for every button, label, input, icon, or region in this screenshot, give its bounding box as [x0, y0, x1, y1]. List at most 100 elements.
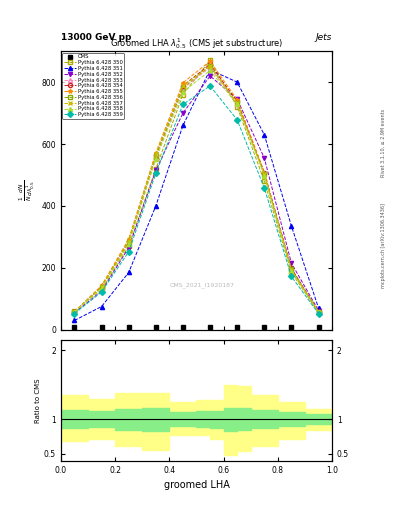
Pythia 6.428 358 — [262, 173, 266, 179]
Pythia 6.428 357 — [316, 309, 321, 315]
Pythia 6.428 358 — [181, 89, 185, 95]
Pythia 6.428 354 — [126, 238, 131, 244]
Pythia 6.428 350 — [181, 92, 185, 98]
Pythia 6.428 356 — [316, 309, 321, 315]
Pythia 6.428 352 — [208, 73, 212, 79]
Pythia 6.428 355 — [153, 150, 158, 156]
Pythia 6.428 351 — [316, 305, 321, 311]
Pythia 6.428 353 — [153, 155, 158, 161]
Pythia 6.428 357 — [208, 63, 212, 69]
Line: Pythia 6.428 354: Pythia 6.428 354 — [72, 62, 321, 314]
Pythia 6.428 358 — [289, 268, 294, 274]
Pythia 6.428 358 — [99, 286, 104, 292]
Pythia 6.428 354 — [153, 152, 158, 158]
Line: Pythia 6.428 353: Pythia 6.428 353 — [72, 65, 321, 314]
Pythia 6.428 359 — [262, 185, 266, 191]
Pythia 6.428 355 — [72, 309, 77, 315]
Pythia 6.428 352 — [316, 308, 321, 314]
Pythia 6.428 353 — [99, 284, 104, 290]
Pythia 6.428 356 — [235, 100, 239, 106]
Pythia 6.428 356 — [72, 309, 77, 315]
Pythia 6.428 357 — [181, 83, 185, 89]
Pythia 6.428 351 — [126, 269, 131, 275]
Pythia 6.428 356 — [153, 153, 158, 159]
Pythia 6.428 352 — [262, 155, 266, 161]
Text: 13000 GeV pp: 13000 GeV pp — [61, 33, 131, 42]
Pythia 6.428 359 — [289, 273, 294, 280]
Legend: CMS, Pythia 6.428 350, Pythia 6.428 351, Pythia 6.428 352, Pythia 6.428 353, Pyt: CMS, Pythia 6.428 350, Pythia 6.428 351,… — [62, 53, 124, 119]
Pythia 6.428 356 — [99, 284, 104, 290]
Line: Pythia 6.428 359: Pythia 6.428 359 — [72, 84, 321, 316]
Line: Pythia 6.428 351: Pythia 6.428 351 — [72, 68, 321, 323]
Pythia 6.428 359 — [235, 117, 239, 123]
Pythia 6.428 353 — [126, 241, 131, 247]
Pythia 6.428 355 — [208, 58, 212, 64]
Pythia 6.428 353 — [208, 64, 212, 70]
Pythia 6.428 350 — [262, 178, 266, 184]
Line: Pythia 6.428 355: Pythia 6.428 355 — [72, 59, 321, 314]
Line: Pythia 6.428 352: Pythia 6.428 352 — [72, 74, 321, 315]
Pythia 6.428 359 — [72, 311, 77, 317]
Pythia 6.428 351 — [235, 79, 239, 85]
Pythia 6.428 354 — [72, 309, 77, 315]
Pythia 6.428 355 — [99, 283, 104, 289]
Pythia 6.428 357 — [126, 238, 131, 244]
Pythia 6.428 356 — [126, 239, 131, 245]
Pythia 6.428 351 — [153, 203, 158, 209]
Pythia 6.428 354 — [181, 83, 185, 89]
Pythia 6.428 356 — [289, 266, 294, 272]
Pythia 6.428 358 — [126, 241, 131, 247]
Pythia 6.428 351 — [262, 132, 266, 138]
Pythia 6.428 355 — [262, 169, 266, 176]
Y-axis label: Ratio to CMS: Ratio to CMS — [35, 378, 41, 422]
Pythia 6.428 353 — [262, 169, 266, 176]
Pythia 6.428 353 — [72, 309, 77, 315]
Pythia 6.428 354 — [316, 309, 321, 315]
Pythia 6.428 350 — [316, 310, 321, 316]
Pythia 6.428 358 — [72, 309, 77, 315]
Pythia 6.428 354 — [208, 61, 212, 67]
Pythia 6.428 354 — [262, 169, 266, 176]
Pythia 6.428 354 — [99, 284, 104, 290]
Pythia 6.428 351 — [99, 304, 104, 310]
Pythia 6.428 353 — [181, 86, 185, 92]
Pythia 6.428 356 — [181, 84, 185, 91]
Pythia 6.428 350 — [126, 243, 131, 249]
Pythia 6.428 352 — [99, 288, 104, 294]
Pythia 6.428 356 — [208, 63, 212, 69]
Pythia 6.428 350 — [72, 308, 77, 314]
Pythia 6.428 359 — [153, 170, 158, 177]
Pythia 6.428 359 — [99, 289, 104, 295]
Pythia 6.428 355 — [181, 80, 185, 86]
Pythia 6.428 359 — [208, 83, 212, 89]
Pythia 6.428 354 — [235, 98, 239, 104]
Y-axis label: $\frac{1}{N}\frac{dN}{d\lambda^{1}_{0.5}}$: $\frac{1}{N}\frac{dN}{d\lambda^{1}_{0.5}… — [18, 180, 37, 201]
Pythia 6.428 358 — [153, 156, 158, 162]
Line: Pythia 6.428 357: Pythia 6.428 357 — [72, 64, 321, 314]
Pythia 6.428 357 — [235, 100, 239, 106]
Text: mcplots.cern.ch [arXiv:1306.3436]: mcplots.cern.ch [arXiv:1306.3436] — [381, 203, 386, 288]
Pythia 6.428 350 — [289, 269, 294, 275]
X-axis label: groomed LHA: groomed LHA — [163, 480, 230, 490]
Pythia 6.428 359 — [316, 311, 321, 317]
Pythia 6.428 353 — [235, 101, 239, 108]
Pythia 6.428 353 — [289, 265, 294, 271]
Pythia 6.428 359 — [126, 249, 131, 255]
Text: Rivet 3.1.10, ≥ 2.9M events: Rivet 3.1.10, ≥ 2.9M events — [381, 109, 386, 178]
Pythia 6.428 358 — [208, 67, 212, 73]
Text: CMS_2021_I1920187: CMS_2021_I1920187 — [169, 282, 234, 288]
Pythia 6.428 352 — [153, 167, 158, 174]
Pythia 6.428 353 — [316, 309, 321, 315]
Pythia 6.428 355 — [316, 309, 321, 315]
Pythia 6.428 352 — [72, 310, 77, 316]
Pythia 6.428 354 — [289, 265, 294, 271]
Pythia 6.428 351 — [181, 122, 185, 129]
Pythia 6.428 355 — [235, 97, 239, 103]
Pythia 6.428 357 — [99, 284, 104, 290]
Line: Pythia 6.428 358: Pythia 6.428 358 — [72, 68, 321, 314]
Text: Jets: Jets — [316, 33, 332, 42]
Pythia 6.428 352 — [235, 96, 239, 102]
Pythia 6.428 357 — [289, 267, 294, 273]
Pythia 6.428 352 — [289, 260, 294, 266]
Line: Pythia 6.428 350: Pythia 6.428 350 — [72, 58, 321, 315]
